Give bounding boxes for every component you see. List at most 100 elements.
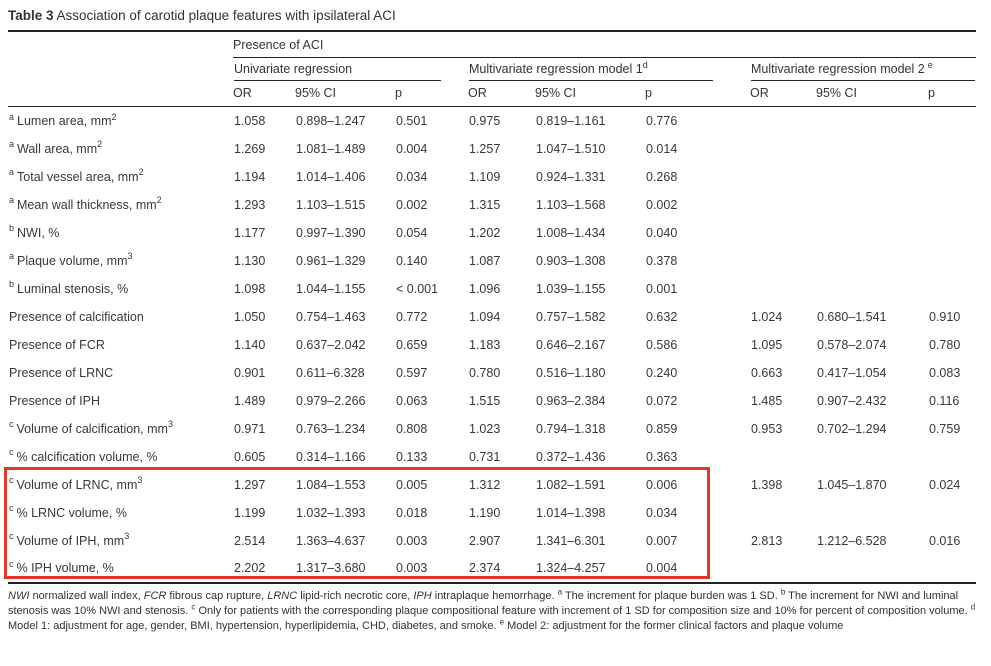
row-label-text: Total vessel area, mm	[17, 169, 139, 184]
u-p-cell: 0.003	[396, 533, 428, 548]
u-ci-cell: 0.314–1.166	[296, 449, 366, 464]
m1-or-cell: 2.907	[469, 533, 501, 548]
u-p-cell: 0.018	[396, 505, 428, 520]
m1-ci-cell: 1.014–1.398	[536, 505, 606, 520]
table-title-text: Association of carotid plaque features w…	[53, 8, 396, 23]
row-footnote-mark: c	[9, 419, 14, 430]
row-unit-sup: 3	[137, 475, 143, 486]
u-p-header: p	[395, 82, 468, 107]
u-or-cell: 1.140	[234, 337, 266, 352]
m2-or-cell	[750, 163, 816, 191]
header-empty-cell	[8, 58, 233, 83]
row-footnote-mark: c	[9, 558, 14, 569]
u-or-header: OR	[233, 82, 295, 107]
row-unit-sup: 3	[167, 419, 173, 430]
m1-ci-header: 95% CI	[535, 82, 645, 107]
row-label-text: Wall area, mm	[17, 141, 98, 156]
model1-footnote-mark: d	[642, 59, 648, 70]
footnote-text: Model 2: adjustment for the former clini…	[504, 619, 844, 632]
u-or-cell: 1.177	[234, 225, 266, 240]
m1-p-cell: 0.240	[646, 365, 678, 380]
u-or-cell: 2.514	[234, 533, 266, 548]
m1-ci-cell: 0.963–2.384	[536, 393, 606, 408]
m2-ci-cell: 0.680–1.541	[817, 309, 887, 324]
u-or-cell: 1.050	[234, 309, 266, 324]
univariate-group-header: Univariate regression	[233, 58, 468, 83]
u-or-cell: 1.489	[234, 393, 266, 408]
row-footnote-mark: b	[9, 279, 15, 290]
m1-or-cell: 1.190	[469, 505, 501, 520]
m1-ci-cell: 0.819–1.161	[536, 113, 606, 128]
table-row: a Lumen area, mm2 1.058 0.898–1.247 0.501 0…	[8, 107, 976, 135]
table-row: c% calcification volume, % 0.605 0.314–1.…	[8, 443, 976, 471]
row-label: b NWI, %	[8, 219, 233, 247]
m2-ci-cell	[816, 554, 928, 584]
m2-or-cell	[750, 191, 816, 219]
row-footnote-mark: b	[9, 223, 15, 234]
abbrev-lrnc: LRNC	[267, 589, 298, 602]
m2-ci-cell: 0.907–2.432	[817, 393, 887, 408]
m1-p-cell: 0.632	[646, 309, 678, 324]
table-row-highlighted: c% LRNC volume, % 1.199 1.032–1.393 0.018 …	[8, 499, 976, 527]
u-or-cell: 0.901	[234, 365, 266, 380]
m1-or-cell: 0.731	[469, 449, 501, 464]
m2-or-cell	[750, 107, 816, 135]
u-ci-cell: 0.611–6.328	[296, 365, 365, 380]
row-unit-sup: 2	[97, 139, 103, 150]
m1-p-cell: 0.776	[646, 113, 678, 128]
abbrev-fcr: FCR	[143, 589, 167, 602]
row-label-text: % calcification volume, %	[16, 449, 158, 464]
row-label: c% LRNC volume, %	[8, 499, 233, 527]
m1-or-cell: 1.312	[469, 477, 501, 492]
u-ci-cell: 1.032–1.393	[296, 505, 366, 520]
m2-ci-cell	[816, 499, 928, 527]
row-label: c Volume of calcification, mm3	[8, 415, 233, 443]
m2-p-cell	[928, 107, 976, 135]
row-label: a Plaque volume, mm3	[8, 247, 233, 275]
table-row: a Total vessel area, mm2 1.194 1.014–1.406…	[8, 163, 976, 191]
m1-p-cell: 0.014	[646, 141, 678, 156]
u-ci-cell: 0.763–1.234	[296, 421, 366, 436]
row-footnote-mark: a	[9, 139, 15, 150]
row-unit-sup: 2	[156, 195, 162, 206]
u-or-cell: 1.199	[234, 505, 266, 520]
row-label: a Lumen area, mm2	[8, 107, 233, 135]
m1-p-cell: 0.006	[646, 477, 678, 492]
table-row-highlighted: c Volume of LRNC, mm3 1.297 1.084–1.553 0.0…	[8, 471, 976, 499]
footnote-mark-c: c	[191, 601, 196, 611]
association-table: Presence of ACI Univariate regression Mu…	[8, 30, 977, 584]
m1-p-cell: 0.363	[646, 449, 678, 464]
u-p-cell: 0.501	[396, 113, 428, 128]
m1-ci-cell: 1.324–4.257	[535, 554, 645, 584]
m1-ci-cell: 0.646–2.167	[536, 337, 606, 352]
footnote-text: normalized wall index,	[29, 589, 144, 602]
m1-ci-cell: 0.924–1.331	[536, 169, 606, 184]
u-ci-header: 95% CI	[295, 82, 395, 107]
row-footnote-mark: c	[9, 447, 14, 458]
m1-ci-cell: 1.103–1.568	[536, 197, 606, 212]
m1-or-cell: 1.096	[469, 281, 501, 296]
footnote-text: Model 1: adjustment for age, gender, BMI…	[8, 619, 500, 632]
row-unit-sup: 2	[111, 111, 117, 122]
m2-or-cell: 0.663	[751, 365, 783, 380]
m2-p-cell	[928, 499, 976, 527]
u-p-cell: 0.063	[396, 393, 428, 408]
m1-or-cell: 1.183	[469, 337, 501, 352]
m1-ci-cell: 1.082–1.591	[536, 477, 606, 492]
row-label-text: Volume of calcification, mm	[16, 421, 168, 436]
m2-or-cell	[750, 135, 816, 163]
m2-or-cell: 1.485	[751, 393, 783, 408]
u-p-cell: 0.808	[396, 421, 428, 436]
table-row: b Luminal stenosis, % 1.098 1.044–1.155 < 0…	[8, 275, 976, 303]
m1-or-cell: 1.087	[469, 253, 501, 268]
m2-or-cell: 1.095	[751, 337, 783, 352]
table-row: b NWI, % 1.177 0.997–1.390 0.054 1.202 1.008…	[8, 219, 976, 247]
m2-or-cell: 2.813	[751, 533, 783, 548]
table-number: Table 3	[8, 8, 54, 23]
presence-of-aci-header: Presence of ACI	[233, 31, 977, 58]
u-p-cell: < 0.001	[396, 281, 439, 296]
row-label: a Wall area, mm2	[8, 135, 233, 163]
u-ci-cell: 1.044–1.155	[296, 281, 366, 296]
